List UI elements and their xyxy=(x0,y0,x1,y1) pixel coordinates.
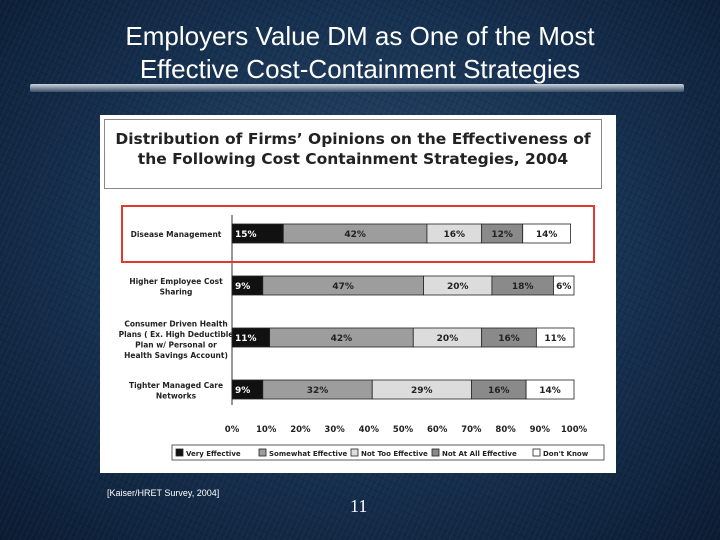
chart-title-box: Distribution of Firms’ Opinions on the E… xyxy=(104,119,602,189)
chart-title-line-1: Distribution of Firms’ Opinions on the E… xyxy=(115,130,591,148)
slide-title-line-2: Effective Cost-Containment Strategies xyxy=(139,54,581,84)
bar-segment-1-4 xyxy=(553,275,575,296)
category-label-3-1: Networks xyxy=(156,391,197,400)
legend-label-1: Somewhat Effective xyxy=(269,450,348,458)
data-label-0-0: 15% xyxy=(235,230,257,240)
bar-segment-3-4 xyxy=(525,379,575,400)
data-label-1-3: 18% xyxy=(512,282,534,292)
legend-swatch-2 xyxy=(350,448,359,457)
data-label-3-2: 29% xyxy=(411,386,433,396)
data-label-0-3: 12% xyxy=(491,230,513,240)
x-tick-label-2: 20% xyxy=(290,425,311,435)
category-label-0-0: Disease Management xyxy=(131,230,222,239)
category-label-1-1: Sharing xyxy=(160,287,193,296)
legend-swatch-1 xyxy=(258,448,267,457)
data-label-2-1: 42% xyxy=(331,334,353,344)
category-label-3-0: Tighter Managed Care xyxy=(129,381,223,390)
data-label-2-4: 11% xyxy=(544,334,566,344)
legend-label-4: Don't Know xyxy=(543,450,589,458)
data-label-1-1: 47% xyxy=(332,282,354,292)
data-label-1-4: 6% xyxy=(556,282,571,292)
category-label-2-1: Plans ( Ex. High Deductible xyxy=(119,330,234,339)
x-tick-label-5: 50% xyxy=(393,425,414,435)
x-tick-label-6: 60% xyxy=(427,425,448,435)
legend-box xyxy=(171,444,605,461)
chart-title-line-2: the Following Cost Containment Strategie… xyxy=(137,150,569,168)
legend-label-0: Very Effective xyxy=(186,450,241,458)
x-tick-label-7: 70% xyxy=(461,425,482,435)
category-label-2-2: Plan w/ Personal or xyxy=(135,340,217,349)
data-label-0-1: 42% xyxy=(344,230,366,240)
data-label-3-0: 9% xyxy=(235,386,250,396)
x-tick-label-9: 90% xyxy=(530,425,551,435)
bar-segment-0-4 xyxy=(522,223,571,244)
bar-segment-2-4 xyxy=(535,327,575,348)
x-tick-label-4: 40% xyxy=(359,425,380,435)
data-label-2-0: 11% xyxy=(235,334,257,344)
data-label-0-4: 14% xyxy=(536,230,558,240)
category-label-1-0: Higher Employee Cost xyxy=(129,277,223,286)
slide-title: Employers Value DM as One of the Most Ef… xyxy=(0,20,720,86)
source-citation: [Kaiser/HRET Survey, 2004] xyxy=(107,488,220,498)
x-tick-label-3: 30% xyxy=(324,425,345,435)
data-label-2-3: 16% xyxy=(498,334,520,344)
legend-swatch-3 xyxy=(431,448,440,457)
x-tick-label-10: 100% xyxy=(561,425,588,435)
category-label-2-0: Consumer Driven Health xyxy=(124,319,227,328)
chart-title: Distribution of Firms’ Opinions on the E… xyxy=(105,120,601,169)
data-label-0-2: 16% xyxy=(444,230,466,240)
x-tick-label-8: 80% xyxy=(495,425,516,435)
data-label-1-2: 20% xyxy=(447,282,469,292)
category-label-2-3: Health Savings Account) xyxy=(124,351,228,360)
title-underline-bar xyxy=(30,84,684,92)
highlight-box xyxy=(121,205,595,263)
x-tick-label-1: 10% xyxy=(256,425,277,435)
legend-label-2: Not Too Effective xyxy=(361,450,428,458)
data-label-3-3: 16% xyxy=(488,386,510,396)
data-label-3-4: 14% xyxy=(539,386,561,396)
stacked-bar-chart: 15% 42% 16% 12% 14% Disease Management 9% 47% 20… xyxy=(119,205,605,461)
slide-title-line-1: Employers Value DM as One of the Most xyxy=(125,21,595,51)
legend-swatch-4 xyxy=(532,448,541,457)
data-label-3-1: 32% xyxy=(307,386,329,396)
x-tick-label-0: 0% xyxy=(225,425,240,435)
chart-panel: Distribution of Firms’ Opinions on the E… xyxy=(100,115,616,473)
page-number: 11 xyxy=(350,496,368,516)
legend-label-3: Not At All Effective xyxy=(442,450,517,458)
data-label-1-0: 9% xyxy=(235,282,250,292)
legend-swatch-0 xyxy=(175,448,184,457)
data-label-2-2: 20% xyxy=(437,334,459,344)
